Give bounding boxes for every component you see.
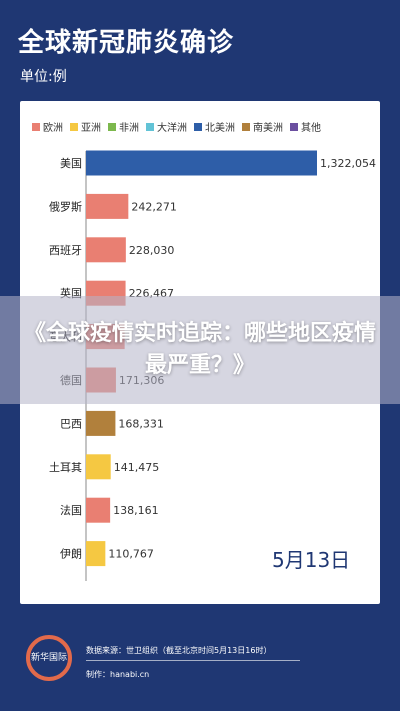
bar — [86, 193, 129, 219]
legend-label: 非洲 — [119, 123, 139, 134]
value-label: 168,331 — [118, 417, 164, 430]
legend: 欧洲 亚洲 非洲 大洋洲 北美洲 南美洲 其他 — [32, 119, 376, 134]
legend-swatch — [290, 122, 298, 131]
legend-item: 非洲 — [108, 119, 139, 134]
logo-text: 新华国际 — [30, 652, 67, 663]
date-label: 5月13日 — [272, 548, 351, 572]
value-label: 141,475 — [114, 461, 160, 474]
legend-swatch — [70, 122, 78, 131]
legend-swatch — [194, 122, 202, 131]
data-source: 数据来源：世卫组织（截至北京时间5月13日16时） — [86, 646, 272, 655]
value-label: 228,030 — [129, 244, 175, 257]
legend-item: 北美洲 — [194, 119, 235, 134]
value-label: 110,767 — [108, 548, 154, 561]
value-label: 242,271 — [131, 200, 177, 213]
headline-overlay — [0, 296, 400, 404]
legend-label: 北美洲 — [205, 123, 235, 134]
legend-label: 其他 — [301, 123, 321, 134]
legend-swatch — [32, 122, 40, 131]
legend-item: 南美洲 — [242, 119, 283, 134]
bar — [86, 410, 116, 436]
bar — [86, 237, 126, 263]
legend-item: 亚洲 — [70, 119, 101, 134]
legend-label: 大洋洲 — [157, 123, 187, 134]
legend-item: 欧洲 — [32, 119, 63, 134]
legend-label: 欧洲 — [43, 123, 63, 134]
footer-divider — [86, 660, 300, 661]
legend-item: 其他 — [290, 119, 321, 134]
value-label: 1,322,054 — [320, 157, 376, 170]
category-label: 伊朗 — [60, 548, 82, 561]
value-label: 138,161 — [113, 504, 159, 517]
legend-swatch — [108, 122, 116, 131]
bar — [86, 150, 317, 176]
category-label: 美国 — [60, 157, 82, 170]
category-label: 法国 — [60, 503, 82, 517]
legend-swatch — [242, 122, 250, 131]
maker-credit: 制作：hanabi.cn — [86, 670, 150, 679]
category-label: 土耳其 — [49, 461, 82, 474]
category-label: 俄罗斯 — [49, 200, 82, 213]
category-label: 巴西 — [60, 417, 82, 430]
bar — [86, 454, 111, 480]
legend-label: 南美洲 — [253, 123, 283, 134]
legend-label: 亚洲 — [81, 123, 101, 134]
category-label: 西班牙 — [49, 244, 82, 257]
unit-label: 单位:例 — [20, 69, 67, 85]
bar — [86, 541, 106, 567]
page-title: 全球新冠肺炎确诊 — [18, 28, 235, 58]
xinhua-logo: 新华国际 — [26, 635, 72, 681]
bar — [86, 497, 111, 523]
legend-item: 大洋洲 — [146, 119, 187, 134]
headline-text[interactable]: 《全球疫情实时追踪：哪些地区疫情最严重？》 — [23, 321, 376, 378]
legend-swatch — [146, 122, 154, 131]
